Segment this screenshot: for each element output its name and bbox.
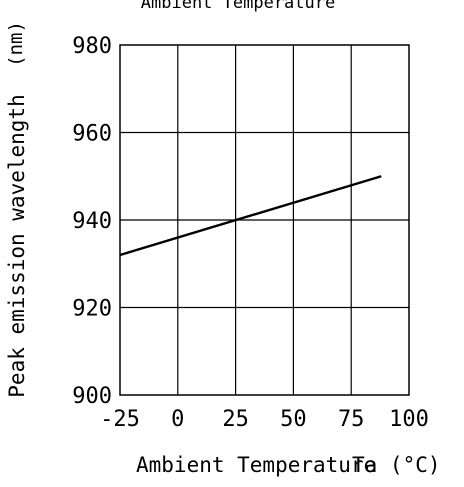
x-axis-label: Ambient Temperature (136, 453, 376, 477)
chart-title: Ambient Temperature (141, 0, 335, 13)
y-axis-unit: (nm) (5, 21, 27, 67)
y-tick-label: 940 (72, 209, 112, 234)
x-tick-label: 50 (280, 407, 307, 432)
series (119, 175, 382, 257)
grid (120, 45, 409, 395)
tick-labels: -25 0 25 50 75 100 900 920 940 960 980 (72, 34, 429, 432)
y-axis-label: Peak emission wavelength (5, 94, 29, 397)
y-tick-label: 960 (72, 122, 112, 147)
x-tick-label: 0 (171, 407, 184, 432)
x-tick-label: -25 (100, 407, 140, 432)
x-tick-label: 75 (338, 407, 365, 432)
y-tick-label: 920 (72, 297, 112, 322)
x-axis-unit: Ta (°C) (352, 453, 441, 477)
y-tick-label: 900 (72, 384, 112, 409)
y-tick-label: 980 (72, 34, 112, 59)
plot-frame (119, 44, 410, 396)
x-tick-label: 25 (222, 407, 249, 432)
x-tick-label: 100 (389, 407, 429, 432)
series-line (119, 175, 382, 257)
